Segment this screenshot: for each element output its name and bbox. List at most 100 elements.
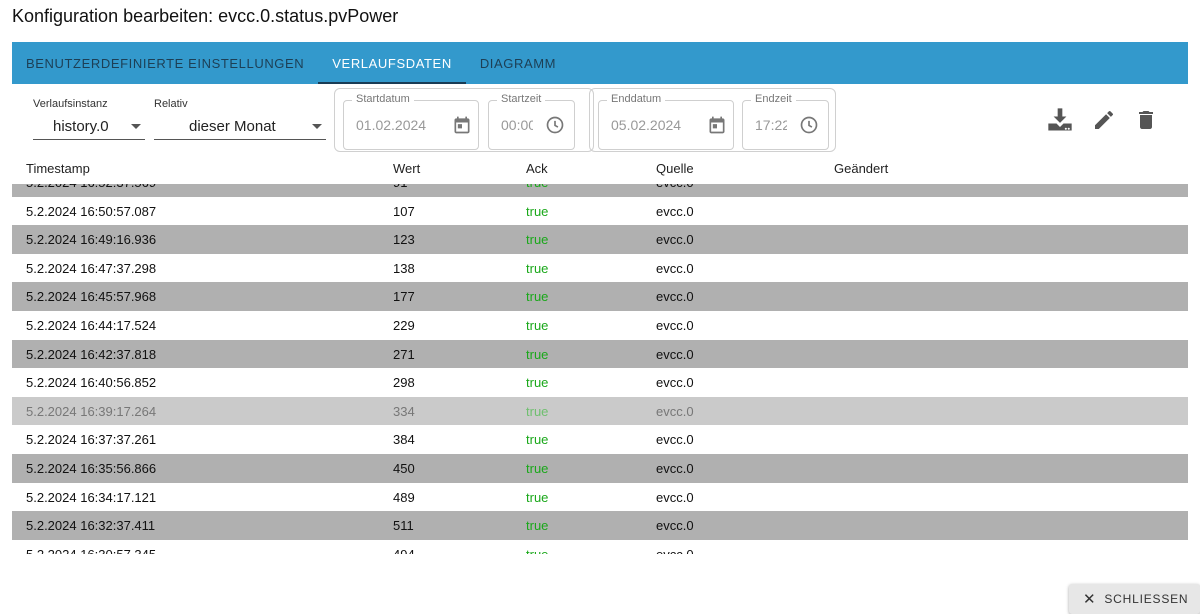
cell-timestamp: 5.2.2024 16:50:57.087	[26, 203, 157, 219]
cell-quelle: evcc.0	[656, 260, 694, 276]
cell-ack: true	[526, 260, 549, 276]
calendar-icon[interactable]	[707, 115, 727, 135]
cell-wert: 271	[393, 346, 415, 362]
end-time-field[interactable]: Endzeit 17:22	[742, 93, 829, 150]
cell-ack: true	[526, 547, 548, 554]
edit-icon[interactable]	[1092, 108, 1116, 132]
cell-timestamp: 5.2.2024 16:44:17.524	[26, 317, 157, 333]
start-date-label: Startdatum	[352, 93, 414, 105]
table-row[interactable]: 5.2.2024 16:49:16.936 123 true evcc.0	[12, 225, 1188, 254]
calendar-icon[interactable]	[452, 115, 472, 135]
table-row[interactable]: 5.2.2024 16:34:17.121 489 true evcc.0	[12, 483, 1188, 512]
end-date-value: 05.02.2024	[611, 117, 682, 133]
relative-label: Relativ	[154, 98, 188, 110]
cell-ack: true	[526, 375, 549, 391]
cell-ack: true	[526, 289, 549, 305]
cell-quelle: evcc.0	[656, 184, 694, 190]
table-row[interactable]: 5.2.2024 16:35:56.866 450 true evcc.0	[12, 453, 1188, 483]
tab-bar: BENUTZERDEFINIERTE EINSTELLUNGEN VERLAUF…	[12, 42, 1188, 84]
start-time-field[interactable]: Startzeit 00:00	[488, 93, 575, 150]
cell-wert: 177	[393, 289, 415, 305]
cell-timestamp: 5.2.2024 16:47:37.298	[26, 260, 157, 276]
cell-quelle: evcc.0	[656, 432, 694, 448]
cell-wert: 298	[393, 375, 415, 391]
end-time-value: 17:22	[755, 117, 787, 133]
cell-wert: 138	[393, 260, 415, 276]
cell-quelle: evcc.0	[656, 203, 694, 219]
cell-quelle: evcc.0	[656, 289, 694, 305]
clock-icon[interactable]	[545, 115, 565, 135]
cell-timestamp: 5.2.2024 16:37:37.261	[26, 432, 157, 448]
cell-ack: true	[526, 203, 549, 219]
history-toolbar: Verlaufsinstanz history.0 Relativ dieser…	[12, 84, 1188, 156]
table-row[interactable]: 5.2.2024 16:32:37.411 511 true evcc.0	[12, 511, 1188, 540]
column-header-quelle[interactable]: Quelle	[656, 161, 694, 176]
dialog-title: Konfiguration bearbeiten: evcc.0.status.…	[12, 6, 399, 26]
table-row[interactable]: 5.2.2024 16:50:57.087 107 true evcc.0	[12, 197, 1188, 226]
cell-wert: 450	[393, 460, 415, 476]
cell-quelle: evcc.0	[656, 518, 694, 534]
cell-timestamp: 5.2.2024 16:42:37.818	[26, 346, 157, 362]
table-row[interactable]: 5.2.2024 16:47:37.298 138 true evcc.0	[12, 254, 1188, 283]
tab-custom-settings[interactable]: BENUTZERDEFINIERTE EINSTELLUNGEN	[26, 55, 305, 71]
cell-quelle: evcc.0	[656, 375, 694, 391]
cell-timestamp: 5.2.2024 16:45:57.968	[26, 289, 157, 305]
close-button[interactable]: ✕ SCHLIESSEN	[1069, 584, 1200, 614]
cell-timestamp: 5.2.2024 16:52:37.569	[26, 184, 156, 190]
cell-ack: true	[526, 346, 549, 362]
tab-chart[interactable]: DIAGRAMM	[479, 55, 557, 71]
cell-wert: 511	[393, 518, 414, 534]
cell-timestamp: 5.2.2024 16:30:57.345	[26, 547, 156, 554]
cell-ack: true	[526, 184, 548, 190]
chevron-down-icon	[131, 124, 141, 129]
cell-timestamp: 5.2.2024 16:35:56.866	[26, 460, 157, 476]
column-header-geaendert[interactable]: Geändert	[834, 161, 889, 176]
download-icon[interactable]	[1046, 106, 1074, 134]
table-row[interactable]: 5.2.2024 16:39:17.264 334 true evcc.0	[12, 396, 1188, 426]
cell-wert: 123	[393, 232, 415, 248]
cell-wert: 107	[393, 203, 415, 219]
delete-icon[interactable]	[1134, 108, 1158, 132]
table-row[interactable]: 5.2.2024 16:30:57.345 494 true evcc.0	[12, 540, 1188, 554]
table-row[interactable]: 5.2.2024 16:52:37.569 91 true evcc.0	[12, 184, 1188, 197]
table-row[interactable]: 5.2.2024 16:44:17.524 229 true evcc.0	[12, 311, 1188, 340]
table-row[interactable]: 5.2.2024 16:37:37.261 384 true evcc.0	[12, 425, 1188, 454]
cell-quelle: evcc.0	[656, 346, 694, 362]
close-button-label: SCHLIESSEN	[1104, 592, 1189, 606]
start-time-value: 00:00	[501, 117, 533, 133]
history-rows: 5.2.2024 16:52:37.56991trueevcc.05.2.202…	[12, 184, 1188, 554]
start-time-label: Startzeit	[497, 93, 546, 105]
end-date-field[interactable]: Enddatum 05.02.2024	[598, 93, 734, 150]
column-header-ack[interactable]: Ack	[526, 161, 548, 176]
cell-timestamp: 5.2.2024 16:49:16.936	[26, 232, 157, 248]
table-row[interactable]: 5.2.2024 16:45:57.968 177 true evcc.0	[12, 282, 1188, 311]
cell-timestamp: 5.2.2024 16:32:37.411	[26, 518, 156, 534]
cell-timestamp: 5.2.2024 16:39:17.264	[26, 403, 157, 419]
cell-wert: 91	[393, 184, 407, 190]
cell-quelle: evcc.0	[656, 547, 694, 554]
tab-history-data[interactable]: VERLAUFSDATEN	[318, 42, 466, 84]
cell-timestamp: 5.2.2024 16:34:17.121	[26, 489, 157, 505]
start-range-group: Startdatum 01.02.2024 Startzeit 00:00	[334, 88, 594, 152]
cell-ack: true	[526, 432, 549, 448]
relative-value: dieser Monat	[189, 118, 276, 135]
relative-select[interactable]: dieser Monat	[154, 114, 326, 140]
table-row[interactable]: 5.2.2024 16:42:37.818 271 true evcc.0	[12, 339, 1188, 369]
column-header-wert[interactable]: Wert	[393, 161, 421, 176]
table-row[interactable]: 5.2.2024 16:40:56.852 298 true evcc.0	[12, 368, 1188, 397]
history-table-body[interactable]: 5.2.2024 16:52:37.56991trueevcc.05.2.202…	[12, 184, 1188, 554]
close-icon: ✕	[1083, 591, 1097, 608]
clock-icon[interactable]	[799, 115, 819, 135]
table-header: Timestamp Wert Ack Quelle Geändert	[12, 156, 1188, 184]
cell-wert: 489	[393, 489, 415, 505]
start-date-field[interactable]: Startdatum 01.02.2024	[343, 93, 479, 150]
column-header-timestamp[interactable]: Timestamp	[26, 161, 90, 176]
cell-ack: true	[526, 232, 549, 248]
cell-wert: 229	[393, 317, 415, 333]
instance-select[interactable]: history.0	[33, 114, 145, 140]
instance-value: history.0	[53, 118, 109, 135]
cell-quelle: evcc.0	[656, 403, 694, 419]
cell-quelle: evcc.0	[656, 232, 694, 248]
cell-ack: true	[526, 317, 549, 333]
cell-wert: 334	[393, 403, 415, 419]
